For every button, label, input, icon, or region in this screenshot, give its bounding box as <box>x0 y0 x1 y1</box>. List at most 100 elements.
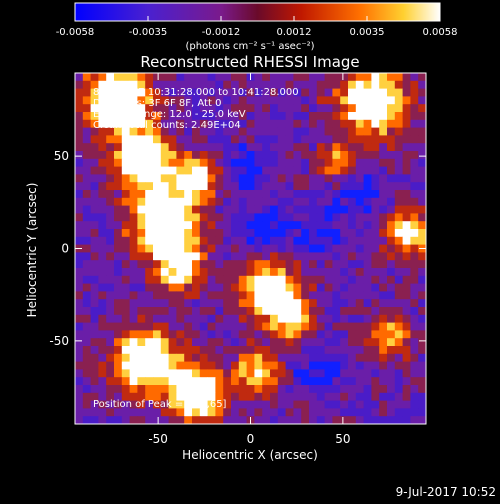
heatmap-cell <box>121 408 130 417</box>
heatmap-cell <box>98 346 107 355</box>
heatmap-cell <box>355 400 364 409</box>
heatmap-cell <box>285 205 294 214</box>
heatmap-cell <box>324 353 333 362</box>
heatmap-cell <box>340 88 349 97</box>
heatmap-cell <box>98 283 107 292</box>
heatmap-cell <box>160 353 169 362</box>
heatmap-cell <box>137 190 146 199</box>
heatmap-cell <box>309 400 318 409</box>
heatmap-cell <box>355 112 364 121</box>
heatmap-cell <box>355 275 364 284</box>
heatmap-cell <box>168 252 177 261</box>
heatmap-cell <box>363 408 372 417</box>
heatmap-cell <box>184 338 193 347</box>
heatmap-cell <box>192 244 201 253</box>
heatmap-cell <box>402 260 411 269</box>
heatmap-cell <box>394 88 403 97</box>
heatmap-cell <box>363 182 372 191</box>
heatmap-cell <box>98 338 107 347</box>
heatmap-cell <box>402 392 411 401</box>
heatmap-cell <box>410 385 419 394</box>
heatmap-cell <box>184 88 193 97</box>
heatmap-cell <box>348 346 357 355</box>
heatmap-cell <box>145 96 154 105</box>
heatmap-cell <box>332 158 341 167</box>
heatmap-cell <box>418 291 426 300</box>
heatmap-cell <box>168 283 177 292</box>
heatmap-cell <box>160 221 169 230</box>
heatmap-cell <box>160 166 169 175</box>
heatmap-cell <box>192 190 201 199</box>
heatmap-cell <box>82 385 91 394</box>
heatmap-cell <box>270 353 279 362</box>
heatmap-cell <box>371 268 380 277</box>
heatmap-cell <box>215 385 224 394</box>
heatmap-cell <box>153 392 162 401</box>
heatmap-cell <box>402 330 411 339</box>
heatmap-cell <box>285 283 294 292</box>
heatmap-cell <box>231 283 240 292</box>
heatmap-cell <box>246 346 255 355</box>
heatmap-cell <box>348 291 357 300</box>
heatmap-cell <box>340 307 349 316</box>
heatmap-cell <box>176 213 185 222</box>
heatmap-cell <box>75 221 84 230</box>
heatmap-cell <box>207 307 216 316</box>
heatmap-cell <box>231 268 240 277</box>
heatmap-cell <box>215 127 224 136</box>
heatmap-cell <box>293 330 302 339</box>
heatmap-cell <box>270 299 279 308</box>
heatmap-cell <box>324 104 333 113</box>
heatmap-cell <box>238 252 247 261</box>
heatmap-cell <box>340 299 349 308</box>
heatmap-cell <box>293 127 302 136</box>
heatmap-cell <box>394 283 403 292</box>
heatmap-cell <box>324 392 333 401</box>
heatmap-cell <box>168 166 177 175</box>
heatmap-cell <box>199 119 208 128</box>
heatmap-cell <box>355 392 364 401</box>
heatmap-cell <box>153 330 162 339</box>
heatmap-cell <box>254 252 263 261</box>
heatmap-cell <box>254 283 263 292</box>
heatmap-cell <box>254 104 263 113</box>
heatmap-cell <box>231 400 240 409</box>
heatmap-cell <box>207 112 216 121</box>
heatmap-cell <box>199 330 208 339</box>
heatmap-cell <box>82 322 91 331</box>
heatmap-cell <box>301 119 310 128</box>
heatmap-cell <box>316 88 325 97</box>
heatmap-cell <box>332 174 341 183</box>
heatmap-cell <box>254 213 263 222</box>
heatmap-cell <box>223 330 232 339</box>
heatmap-cell <box>192 182 201 191</box>
heatmap-cell <box>309 369 318 378</box>
heatmap-cell <box>114 275 123 284</box>
heatmap-cell <box>363 127 372 136</box>
heatmap-cell <box>379 73 388 82</box>
heatmap-cell <box>231 182 240 191</box>
heatmap-cell <box>418 369 426 378</box>
heatmap-cell <box>184 346 193 355</box>
heatmap-cell <box>332 96 341 105</box>
heatmap-cell <box>176 88 185 97</box>
heatmap-cell <box>153 174 162 183</box>
heatmap-cell <box>340 205 349 214</box>
heatmap-cell <box>402 221 411 230</box>
heatmap-cell <box>98 361 107 370</box>
heatmap-cell <box>199 275 208 284</box>
heatmap-cell <box>184 385 193 394</box>
heatmap-cell <box>199 408 208 417</box>
heatmap-cell <box>160 112 169 121</box>
heatmap-cell <box>324 361 333 370</box>
heatmap-cell <box>207 174 216 183</box>
heatmap-cell <box>371 80 380 89</box>
heatmap-cell <box>129 96 138 105</box>
heatmap-cell <box>316 80 325 89</box>
heatmap-cell <box>215 104 224 113</box>
heatmap-cell <box>324 73 333 82</box>
heatmap-cell <box>82 143 91 152</box>
heatmap-cell <box>238 127 247 136</box>
heatmap-cell <box>387 205 396 214</box>
heatmap-cell <box>176 322 185 331</box>
